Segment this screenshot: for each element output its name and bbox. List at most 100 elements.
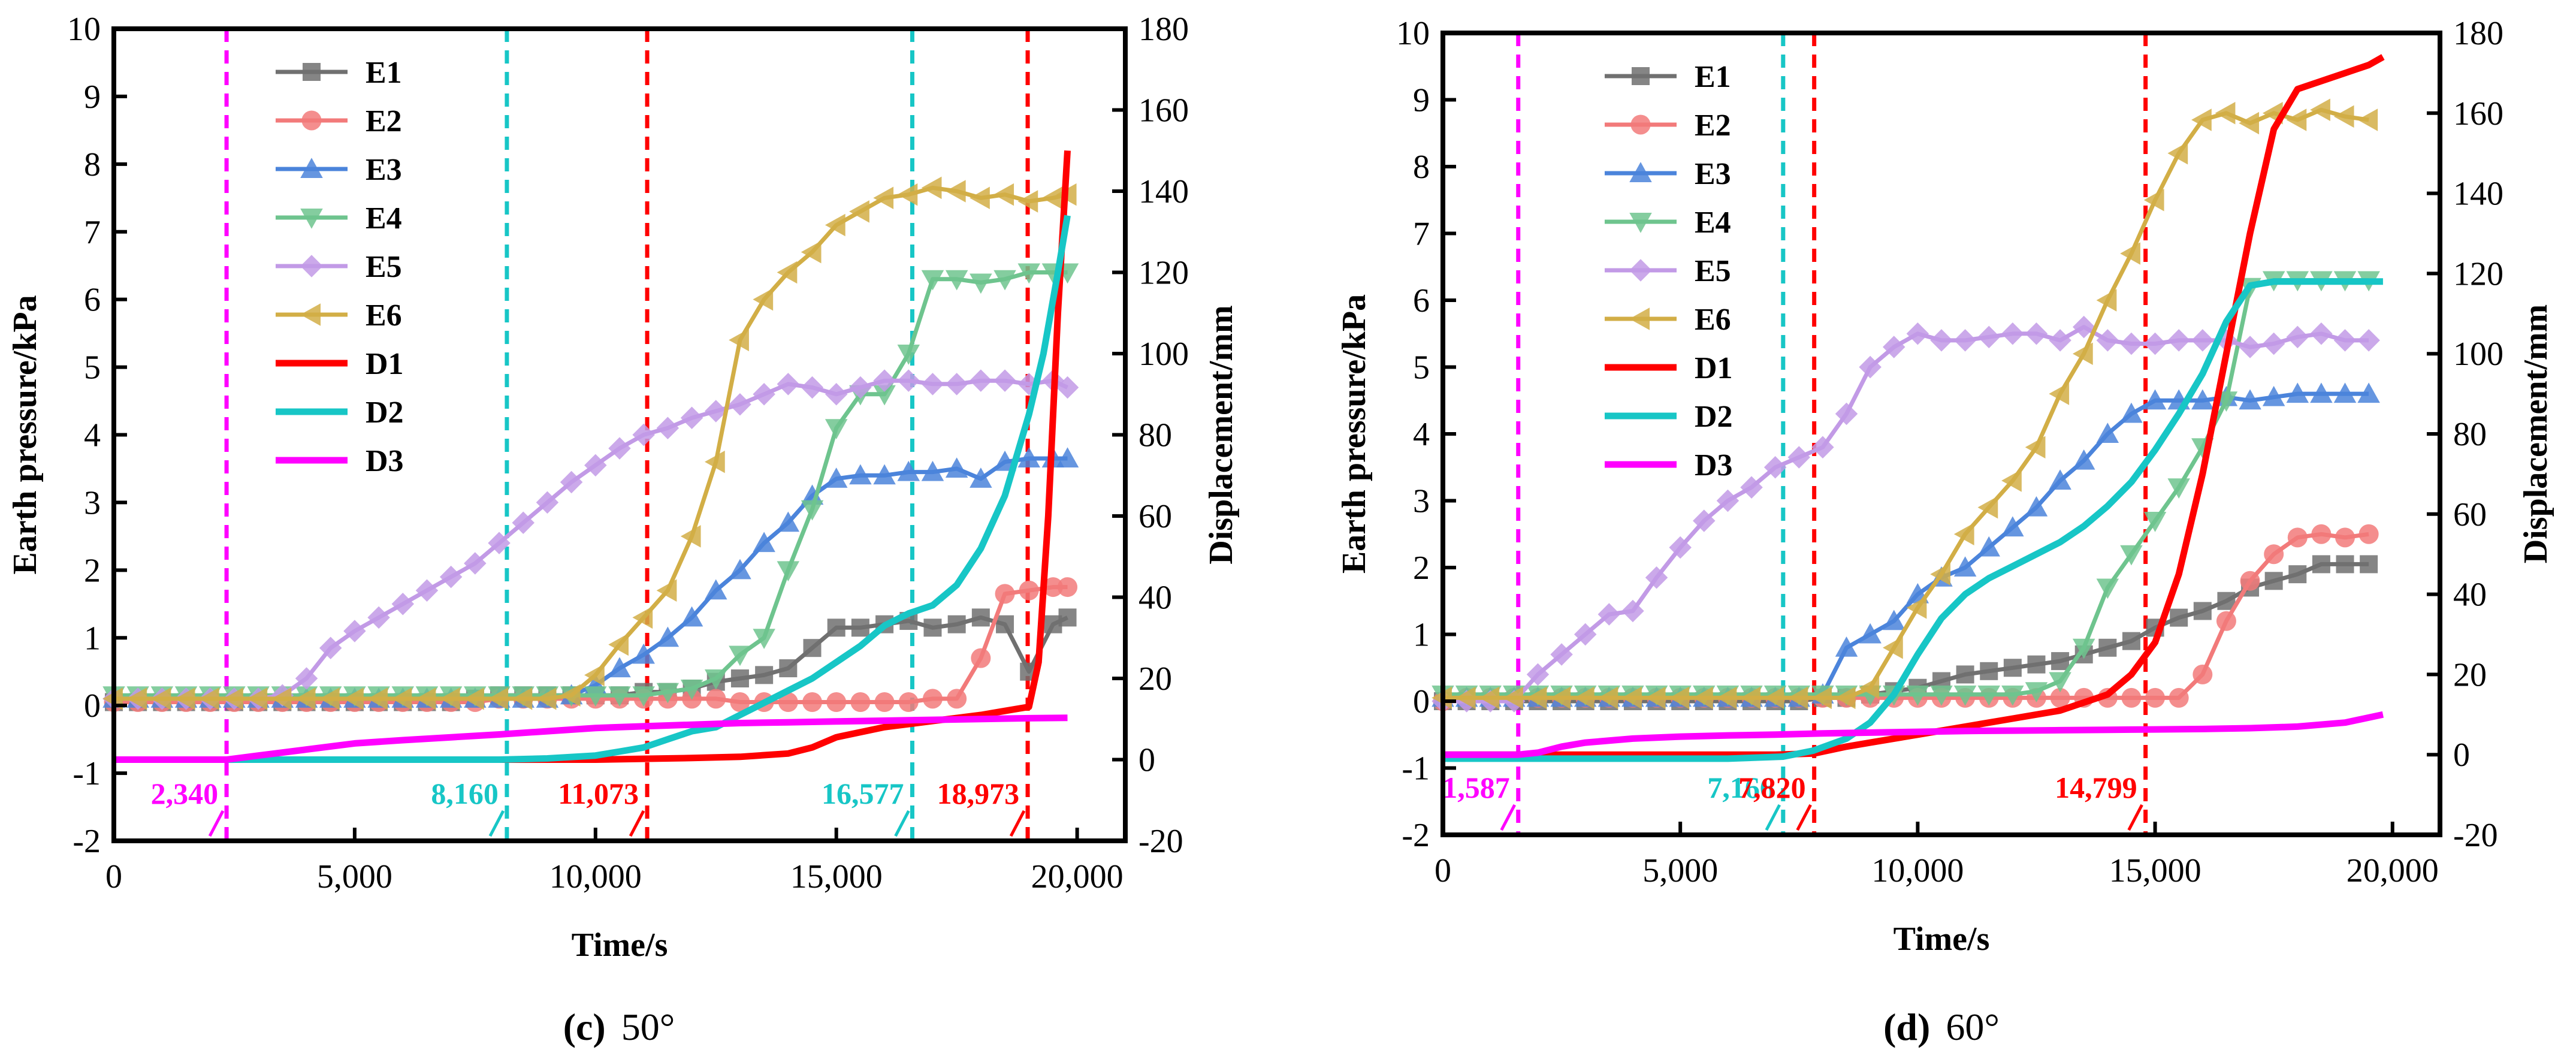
series-E5-point	[849, 376, 872, 399]
series-E6-point	[777, 261, 798, 284]
series-E6-point	[1835, 686, 1856, 710]
series-E5-point	[2167, 329, 2190, 352]
series-E3-point	[608, 657, 631, 678]
series-E6-point	[825, 213, 845, 237]
legend-label-E6: E6	[366, 298, 402, 333]
series-E6-point	[849, 200, 869, 223]
y-right-tick-label: 40	[1138, 580, 1172, 617]
series-E6-point	[1763, 686, 1784, 710]
series-E6-point	[174, 687, 195, 710]
x-tick-label: 20,000	[2347, 852, 2439, 889]
series-E2-point	[1043, 577, 1063, 598]
series-E6-point	[1574, 686, 1594, 710]
series-E6-point	[295, 687, 316, 710]
series-E6-point	[512, 687, 533, 710]
series-E1-point	[755, 666, 774, 684]
series-E3-point	[2262, 385, 2285, 406]
series-E2-point	[2193, 664, 2213, 684]
series-E1-point	[2193, 602, 2212, 620]
series-E3-point	[801, 484, 824, 505]
series-E4-point	[705, 669, 727, 690]
series-E6-point	[1550, 686, 1571, 710]
series-E1-point	[779, 659, 798, 678]
series-E6-point	[2167, 141, 2188, 165]
x-tick-label: 15,000	[790, 858, 883, 895]
y-right-tick-label: 60	[1138, 498, 1172, 535]
series-E6-point	[1693, 686, 1713, 710]
series-E2-point	[706, 689, 726, 709]
series-E1-point	[730, 669, 749, 687]
plot-frame	[1440, 31, 2442, 837]
series-E3-point	[1056, 447, 1079, 468]
series-E4-point	[2025, 682, 2048, 703]
y-left-tick-label: 1	[1413, 617, 1430, 654]
vline-pointer	[488, 810, 505, 837]
series-E3-point	[777, 511, 800, 532]
series-E5-point	[2191, 329, 2214, 352]
y-left-tick-label: 9	[1413, 82, 1430, 119]
legend-marker-E1	[1632, 67, 1650, 85]
series-E1-line	[1443, 562, 2369, 704]
series-E5-point	[415, 579, 439, 602]
series-E4-point	[1977, 685, 2000, 706]
series-E5-point	[343, 620, 366, 642]
series-E6-point	[2239, 111, 2260, 135]
x-tick-label: 5,000	[1642, 852, 1718, 889]
series-E6-point	[319, 687, 340, 710]
series-E4-point	[801, 500, 824, 521]
series-E5-point	[560, 470, 583, 494]
series-E5-point	[873, 369, 896, 392]
series-E2-point	[2050, 687, 2070, 708]
series-E1-point	[971, 608, 990, 627]
series-E5-point	[801, 376, 824, 399]
series-E5-point	[2072, 315, 2095, 339]
series-E4-point	[584, 686, 607, 707]
series-E4-point	[873, 385, 896, 406]
series-E2-point	[874, 692, 895, 713]
y-right-tick-label: -20	[2453, 817, 2498, 854]
series-E3-point	[705, 579, 727, 600]
legend-marker-E4	[1629, 213, 1652, 233]
y-right-tick-label: 80	[1138, 417, 1172, 454]
series-E3-point	[729, 559, 751, 580]
x-tick-label: 0	[1435, 852, 1451, 889]
y-left-tick-label: 4	[1413, 416, 1430, 453]
series-E2-point	[2287, 527, 2308, 548]
legend-marker-E6	[1629, 307, 1650, 330]
series-E5-point	[2120, 332, 2143, 355]
caption-d-angle: 60°	[1946, 1006, 2000, 1048]
series-E5-point	[1930, 329, 1953, 352]
series-E6-point	[2049, 382, 2070, 405]
y-right-tick-label: 20	[1138, 660, 1172, 698]
legend-marker-E5	[1629, 259, 1652, 282]
series-E3-point	[873, 464, 896, 485]
series-E4-point	[945, 270, 968, 291]
series-E1-point	[2027, 655, 2046, 674]
series-E6-point	[1669, 686, 1690, 710]
series-E2-point	[2311, 524, 2332, 544]
y-left-tick-label: -1	[73, 755, 101, 792]
y-left-tick-label: 5	[84, 349, 101, 387]
series-E3-point	[2025, 496, 2048, 517]
series-E2-point	[947, 689, 967, 709]
series-E4-point	[897, 345, 920, 365]
series-D2-line	[1443, 278, 2383, 762]
series-E6-point	[2143, 189, 2164, 212]
series-E1-point	[2003, 659, 2022, 677]
series-E6-point	[150, 687, 171, 710]
series-E1-point	[2312, 555, 2330, 574]
series-E5-point	[1883, 336, 1905, 358]
series-E6-point	[680, 525, 701, 548]
series-E5-point	[1550, 643, 1573, 666]
series-E3-point	[849, 464, 872, 485]
vline-label: 16,577	[822, 777, 904, 810]
series-E5-point	[1835, 402, 1858, 426]
y-left-axis-title: Earth pressure/kPa	[1336, 294, 1373, 574]
legend-marker-E3	[1629, 162, 1652, 182]
legend-label-E1: E1	[366, 56, 402, 90]
series-E5-point	[656, 417, 680, 439]
y-left-tick-label: 3	[1413, 483, 1430, 520]
series-E6-point	[993, 183, 1014, 206]
legend-label-E3: E3	[1695, 157, 1731, 191]
